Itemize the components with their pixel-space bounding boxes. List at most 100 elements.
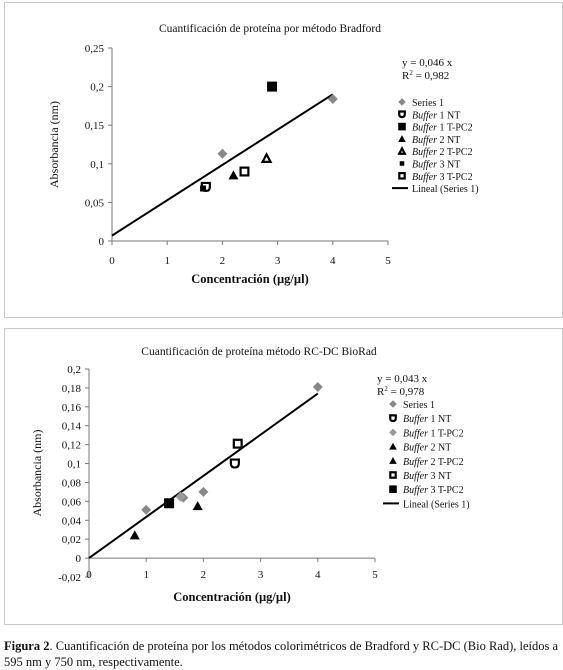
data-point: [192, 501, 203, 511]
x-tick-label: 0: [109, 255, 115, 267]
legend-entry-suffix: 3 T-PC2: [437, 172, 473, 183]
r-squared-symbol: R: [402, 70, 410, 82]
legend-entry-suffix: 3 NT: [437, 160, 460, 171]
legend-entry-italic: Buffer: [403, 471, 428, 482]
data-point: [129, 530, 140, 540]
legend-marker: [389, 414, 397, 423]
r-squared-label: R2 = 0,978: [377, 385, 425, 398]
legend-entry: Buffer 3 NT: [412, 160, 460, 171]
legend-entry: Series 1: [412, 98, 444, 109]
caption-text: . Cuantificación de proteína por los mét…: [49, 639, 559, 653]
trend-equation: y = 0,046 x: [402, 57, 453, 69]
chart-title: Cuantificación de proteína método RC-DC …: [141, 346, 377, 358]
legend-marker: [398, 135, 406, 142]
r-squared-value: = 0,982: [413, 70, 449, 82]
rcdc-chart: Cuantificación de proteína método RC-DC …: [30, 346, 470, 604]
data-point: [198, 486, 209, 497]
rcdc-chart-panel: Cuantificación de proteína método RC-DC …: [4, 328, 563, 625]
legend-entry: Buffer 2 NT: [403, 443, 451, 454]
y-tick-label: 0,05: [85, 197, 105, 209]
y-tick-label: 0,15: [85, 120, 105, 132]
y-tick-label: 0: [99, 236, 105, 248]
legend-entry: Buffer 2 T-PC2: [403, 457, 464, 468]
trend-equation: y = 0,043 x: [377, 373, 428, 385]
legend-entry-suffix: 3 T-PC2: [428, 485, 464, 496]
legend-entry: Buffer 3 NT: [403, 471, 451, 482]
legend-marker: [389, 442, 397, 450]
x-tick-label: 1: [164, 255, 170, 267]
data-point: [327, 93, 338, 104]
legend-entry-suffix: 1 T-PC2: [428, 428, 464, 439]
x-tick-label: 4: [330, 255, 336, 267]
data-point: [164, 498, 175, 509]
x-tick-label: 5: [385, 255, 391, 267]
r-squared-label: R2 = 0,982: [402, 69, 449, 82]
legend-entry: Buffer 3 T-PC2: [403, 485, 464, 496]
legend-entry: Buffer 1 T-PC2: [403, 428, 464, 439]
legend-entry: Buffer 3 T-PC2: [412, 172, 473, 183]
r-squared-exponent: 2: [384, 385, 388, 393]
data-point: [175, 491, 186, 502]
data-point: [228, 170, 239, 180]
x-tick-label: 1: [143, 569, 149, 581]
legend-marker: [389, 428, 397, 437]
y-tick-label: 0,18: [62, 383, 82, 395]
legend-entry-italic: Buffer: [403, 485, 428, 496]
y-tick-label: 0,25: [85, 43, 105, 55]
legend-entry: Buffer 2 NT: [412, 135, 460, 146]
legend-entry-suffix: 2 NT: [437, 135, 460, 146]
y-tick-label: -0,02: [58, 572, 81, 584]
y-tick-label: 0,2: [90, 82, 104, 94]
x-axis-label: Concentración (µg/µl): [173, 590, 291, 604]
legend-entry: Buffer 1 NT: [403, 414, 451, 425]
figure-caption: Figura 2. Cuantificación de proteína por…: [4, 638, 563, 670]
data-point: [312, 381, 323, 392]
data-point: [267, 81, 278, 92]
data-point: [141, 504, 152, 515]
legend-entry-suffix: 2 T-PC2: [428, 457, 464, 468]
legend-marker: [389, 471, 397, 479]
legend-entry-italic: Buffer: [412, 110, 437, 121]
legend-marker: [389, 400, 397, 408]
legend-marker: [389, 457, 397, 464]
y-tick-label: 0,06: [62, 496, 82, 508]
legend-entry-italic: Buffer: [412, 123, 437, 134]
x-tick-label: 2: [220, 255, 226, 267]
legend-marker: [399, 161, 405, 166]
trendline: [88, 392, 319, 559]
x-tick-label: 3: [275, 255, 281, 267]
legend-entry-trendline: Lineal (Series 1): [412, 184, 479, 195]
x-tick-label: 0: [86, 569, 92, 581]
legend-entry-suffix: 3 NT: [428, 471, 451, 482]
legend-entry-suffix: 1 NT: [428, 414, 451, 425]
legend-marker: [397, 146, 407, 155]
legend-entry-italic: Buffer: [412, 160, 437, 171]
x-tick-label: 3: [258, 569, 264, 581]
y-tick-label: 0,1: [67, 459, 81, 471]
legend-entry-italic: Buffer: [403, 414, 428, 425]
chart-title: Cuantificación de proteína por método Br…: [159, 23, 381, 35]
y-tick-label: 0,08: [62, 477, 82, 489]
legend-entry-suffix: 1 NT: [437, 110, 460, 121]
legend-entry-trendline: Lineal (Series 1): [403, 499, 470, 510]
legend-marker: [398, 172, 406, 180]
legend-entry: Buffer 1 T-PC2: [412, 123, 473, 134]
trendline: [111, 93, 334, 237]
legend-entry-italic: Buffer: [403, 443, 428, 454]
legend-entry-name: Series 1: [403, 400, 435, 411]
y-tick-label: 0,14: [62, 421, 82, 433]
y-tick-label: 0,16: [62, 402, 82, 414]
x-axis-label: Concentración (µg/µl): [191, 272, 309, 286]
legend-entry-suffix: 1 T-PC2: [437, 123, 473, 134]
bradford-chart: Cuantificación de proteína por método Br…: [47, 23, 479, 286]
legend-entry-italic: Buffer: [412, 172, 437, 183]
y-tick-label: 0,1: [90, 159, 104, 171]
y-tick-label: 0,12: [62, 440, 81, 452]
legend-entry-name: Series 1: [412, 98, 444, 109]
r-squared-exponent: 2: [409, 69, 413, 77]
y-tick-label: 0,02: [62, 534, 81, 546]
legend-entry-italic: Buffer: [412, 135, 437, 146]
bradford-chart-panel: Cuantificación de proteína por método Br…: [4, 2, 563, 318]
legend-entry-suffix: 2 NT: [428, 443, 451, 454]
y-tick-label: 0,2: [67, 364, 81, 376]
